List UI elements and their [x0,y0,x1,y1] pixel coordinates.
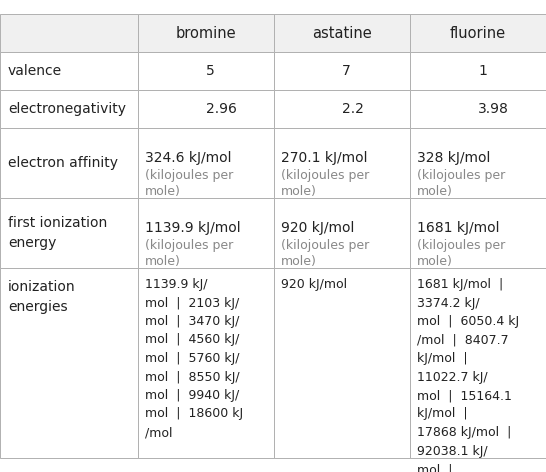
Bar [274,198,410,268]
Bar [274,52,410,90]
Text: (kilojoules per
mole): (kilojoules per mole) [145,169,233,198]
Bar [138,128,274,198]
Text: (kilojoules per
mole): (kilojoules per mole) [145,239,233,268]
Text: 1681 kJ/mol: 1681 kJ/mol [417,221,500,235]
Text: 920 kJ/mol: 920 kJ/mol [281,278,347,291]
Bar [138,198,274,268]
Text: (kilojoules per
mole): (kilojoules per mole) [281,239,369,268]
Bar [274,90,410,128]
Bar [410,128,546,198]
Bar [138,14,274,52]
Bar [410,198,546,268]
Text: 328 kJ/mol: 328 kJ/mol [417,151,490,165]
Bar [0,128,138,198]
Bar [138,52,274,90]
Bar [138,268,274,458]
Text: 7: 7 [342,64,351,78]
Bar [138,90,274,128]
Bar [410,52,546,90]
Text: 3.98: 3.98 [478,102,509,116]
Text: 2.96: 2.96 [206,102,237,116]
Bar [410,90,546,128]
Bar [0,90,138,128]
Text: 270.1 kJ/mol: 270.1 kJ/mol [281,151,367,165]
Bar [410,268,546,458]
Text: 2.2: 2.2 [342,102,364,116]
Text: (kilojoules per
mole): (kilojoules per mole) [281,169,369,198]
Text: fluorine: fluorine [450,25,506,41]
Text: (kilojoules per
mole): (kilojoules per mole) [417,169,505,198]
Bar [0,268,138,458]
Text: bromine: bromine [176,25,236,41]
Bar [410,14,546,52]
Text: valence: valence [8,64,62,78]
Text: 1: 1 [478,64,487,78]
Text: 1139.9 kJ/
mol  |  2103 kJ/
mol  |  3470 kJ/
mol  |  4560 kJ/
mol  |  5760 kJ/
m: 1139.9 kJ/ mol | 2103 kJ/ mol | 3470 kJ/… [145,278,243,439]
Text: 324.6 kJ/mol: 324.6 kJ/mol [145,151,232,165]
Text: first ionization
energy: first ionization energy [8,216,107,250]
Bar [0,198,138,268]
Text: (kilojoules per
mole): (kilojoules per mole) [417,239,505,268]
Text: 5: 5 [206,64,215,78]
Text: 920 kJ/mol: 920 kJ/mol [281,221,354,235]
Text: 1139.9 kJ/mol: 1139.9 kJ/mol [145,221,241,235]
Bar [0,14,138,52]
Bar [274,14,410,52]
Text: astatine: astatine [312,25,372,41]
Bar [274,128,410,198]
Bar [0,52,138,90]
Text: electronegativity: electronegativity [8,102,126,116]
Bar [274,268,410,458]
Text: ionization
energies: ionization energies [8,280,76,313]
Text: 1681 kJ/mol  |
3374.2 kJ/
mol  |  6050.4 kJ
/mol  |  8407.7
kJ/mol  |
11022.7 kJ: 1681 kJ/mol | 3374.2 kJ/ mol | 6050.4 kJ… [417,278,519,472]
Text: electron affinity: electron affinity [8,156,118,170]
